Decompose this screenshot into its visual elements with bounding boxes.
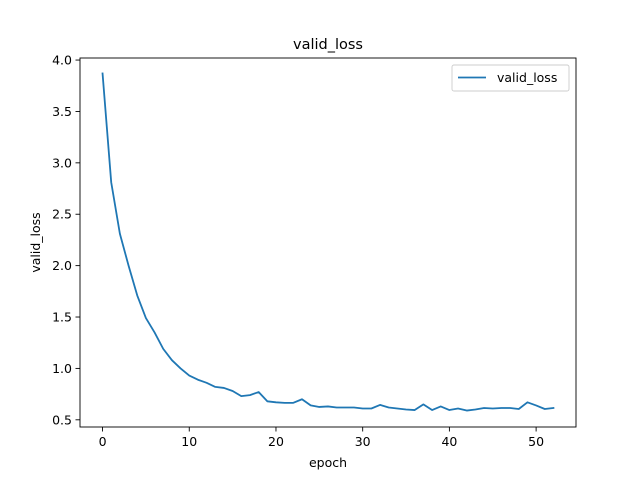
y-tick-label: 1.0 [52, 361, 72, 376]
y-axis-label: valid_loss [28, 212, 43, 272]
x-axis-label: epoch [309, 455, 347, 470]
legend: valid_loss [451, 64, 570, 92]
y-axis-ticks: 0.5 1.0 1.5 2.0 2.5 3.0 3.5 4.0 [52, 53, 80, 427]
y-tick-label: 1.5 [52, 310, 72, 325]
x-tick-label: 40 [441, 434, 457, 449]
y-tick-label: 3.0 [52, 155, 72, 170]
x-axis-ticks: 0 10 20 30 40 50 [99, 427, 544, 449]
plot-area [101, 72, 555, 412]
x-tick-label: 30 [355, 434, 371, 449]
chart-title: valid_loss [293, 37, 363, 53]
series-line [101, 72, 555, 412]
y-tick-label: 0.5 [52, 412, 72, 427]
y-tick-label: 4.0 [52, 53, 72, 68]
y-tick-label: 2.5 [52, 207, 72, 222]
y-tick-label: 2.0 [52, 258, 72, 273]
x-tick-label: 10 [181, 434, 197, 449]
x-tick-label: 20 [268, 434, 284, 449]
x-tick-label: 50 [528, 434, 544, 449]
axes-frame [79, 57, 577, 428]
legend-box [451, 64, 570, 92]
legend-label: valid_loss [497, 70, 557, 85]
x-tick-label: 0 [99, 434, 107, 449]
y-tick-label: 3.5 [52, 104, 72, 119]
